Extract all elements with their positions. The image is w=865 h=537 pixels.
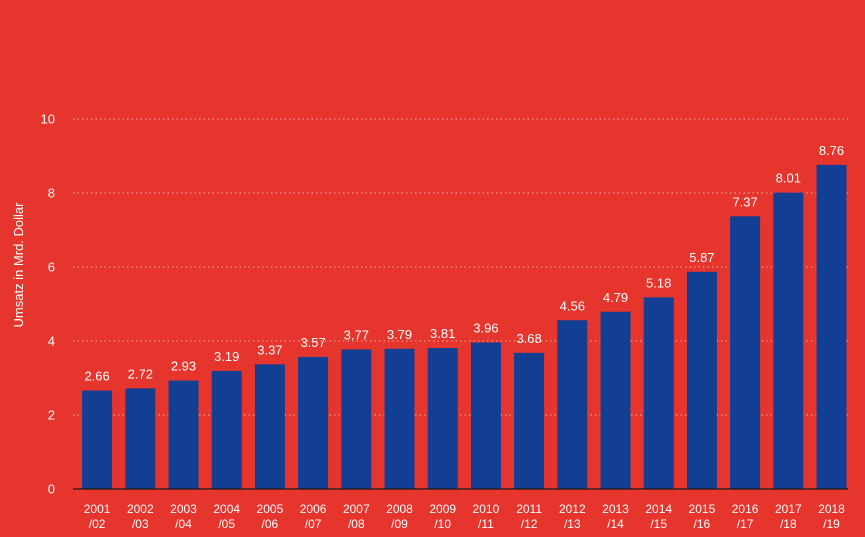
bar[interactable]: [816, 164, 847, 489]
data-label: 3.37: [257, 342, 282, 357]
bar[interactable]: [600, 311, 631, 489]
data-label: 5.87: [689, 250, 714, 265]
x-tick-label: 2016: [732, 502, 759, 516]
x-tick-label: /08: [348, 517, 365, 531]
bars: [82, 164, 847, 489]
x-tick-label: 2006: [300, 502, 327, 516]
bar[interactable]: [254, 364, 285, 489]
value-labels: 2.66 2.72 2.93 3.19 3.37 3.57 3.77 3.79 3.81 3.96…: [84, 143, 844, 384]
bar[interactable]: [168, 380, 199, 489]
y-axis: 0 2 4 6 8 10: [41, 112, 55, 497]
data-label: 5.18: [646, 275, 671, 290]
x-tick-label: 2008: [386, 502, 413, 516]
bar[interactable]: [298, 356, 329, 489]
x-tick-label: 2003: [170, 502, 197, 516]
x-tick-label: 2010: [473, 502, 500, 516]
y-tick-label: 8: [48, 186, 55, 201]
x-tick-label: 2014: [645, 502, 672, 516]
bar[interactable]: [341, 349, 372, 489]
x-axis: 2001/022002/032003/042004/052005/062006/…: [73, 488, 848, 531]
x-tick-label: 2005: [257, 502, 284, 516]
bar[interactable]: [686, 271, 717, 489]
bar[interactable]: [427, 348, 458, 489]
x-tick-label: /06: [262, 517, 279, 531]
data-label: 3.81: [430, 326, 455, 341]
bar[interactable]: [384, 348, 415, 489]
x-tick-label: /16: [694, 517, 711, 531]
x-tick-label: /17: [737, 517, 754, 531]
data-label: 4.56: [560, 298, 585, 313]
bar[interactable]: [643, 297, 674, 489]
x-tick-label: 2012: [559, 502, 586, 516]
x-tick-label: /09: [391, 517, 408, 531]
data-label: 3.68: [516, 331, 541, 346]
x-tick-label: 2013: [602, 502, 629, 516]
x-tick-label: 2009: [429, 502, 456, 516]
bar[interactable]: [470, 342, 501, 489]
x-tick-label: /10: [434, 517, 451, 531]
x-tick-label: 2015: [689, 502, 716, 516]
data-label: 2.72: [128, 366, 153, 381]
data-label: 3.57: [300, 335, 325, 350]
bar[interactable]: [514, 352, 545, 489]
x-tick-label: 2001: [84, 502, 111, 516]
bar[interactable]: [773, 192, 804, 489]
x-tick-label: /05: [218, 517, 235, 531]
gridlines: [73, 118, 848, 416]
data-label: 8.76: [819, 143, 844, 158]
x-tick-label: 2018: [818, 502, 845, 516]
bar[interactable]: [557, 320, 588, 489]
bar[interactable]: [730, 216, 761, 489]
x-tick-label: /03: [132, 517, 149, 531]
data-label: 3.96: [473, 320, 498, 335]
x-tick-label: /15: [650, 517, 667, 531]
x-tick-label: /04: [175, 517, 192, 531]
y-tick-label: 0: [48, 482, 55, 497]
x-tick-label: /11: [478, 517, 494, 531]
x-tick-label: /02: [89, 517, 106, 531]
data-label: 2.93: [171, 359, 196, 374]
x-tick-label: 2011: [516, 502, 542, 516]
data-label: 4.79: [603, 290, 628, 305]
x-tick-label: /13: [564, 517, 581, 531]
bar[interactable]: [82, 390, 113, 489]
x-tick-label: /14: [607, 517, 624, 531]
x-tick-label: 2007: [343, 502, 370, 516]
y-axis-title: Umsatz in Mrd. Dollar: [11, 202, 26, 328]
data-label: 3.79: [387, 327, 412, 342]
data-label: 2.66: [84, 369, 109, 384]
x-tick-label: 2004: [213, 502, 240, 516]
data-label: 3.19: [214, 349, 239, 364]
data-label: 8.01: [776, 171, 801, 186]
x-tick-label: /19: [823, 517, 840, 531]
bar[interactable]: [211, 370, 242, 489]
x-tick-label: /12: [521, 517, 538, 531]
y-tick-label: 2: [48, 408, 55, 423]
y-tick-label: 6: [48, 260, 55, 275]
x-tick-label: 2002: [127, 502, 154, 516]
data-label: 7.37: [732, 194, 757, 209]
data-label: 3.77: [344, 328, 369, 343]
x-tick-label: 2017: [775, 502, 802, 516]
x-tick-label: /07: [305, 517, 322, 531]
y-tick-label: 10: [41, 112, 55, 127]
bar[interactable]: [125, 388, 156, 489]
x-tick-label: /18: [780, 517, 797, 531]
y-tick-label: 4: [48, 334, 55, 349]
